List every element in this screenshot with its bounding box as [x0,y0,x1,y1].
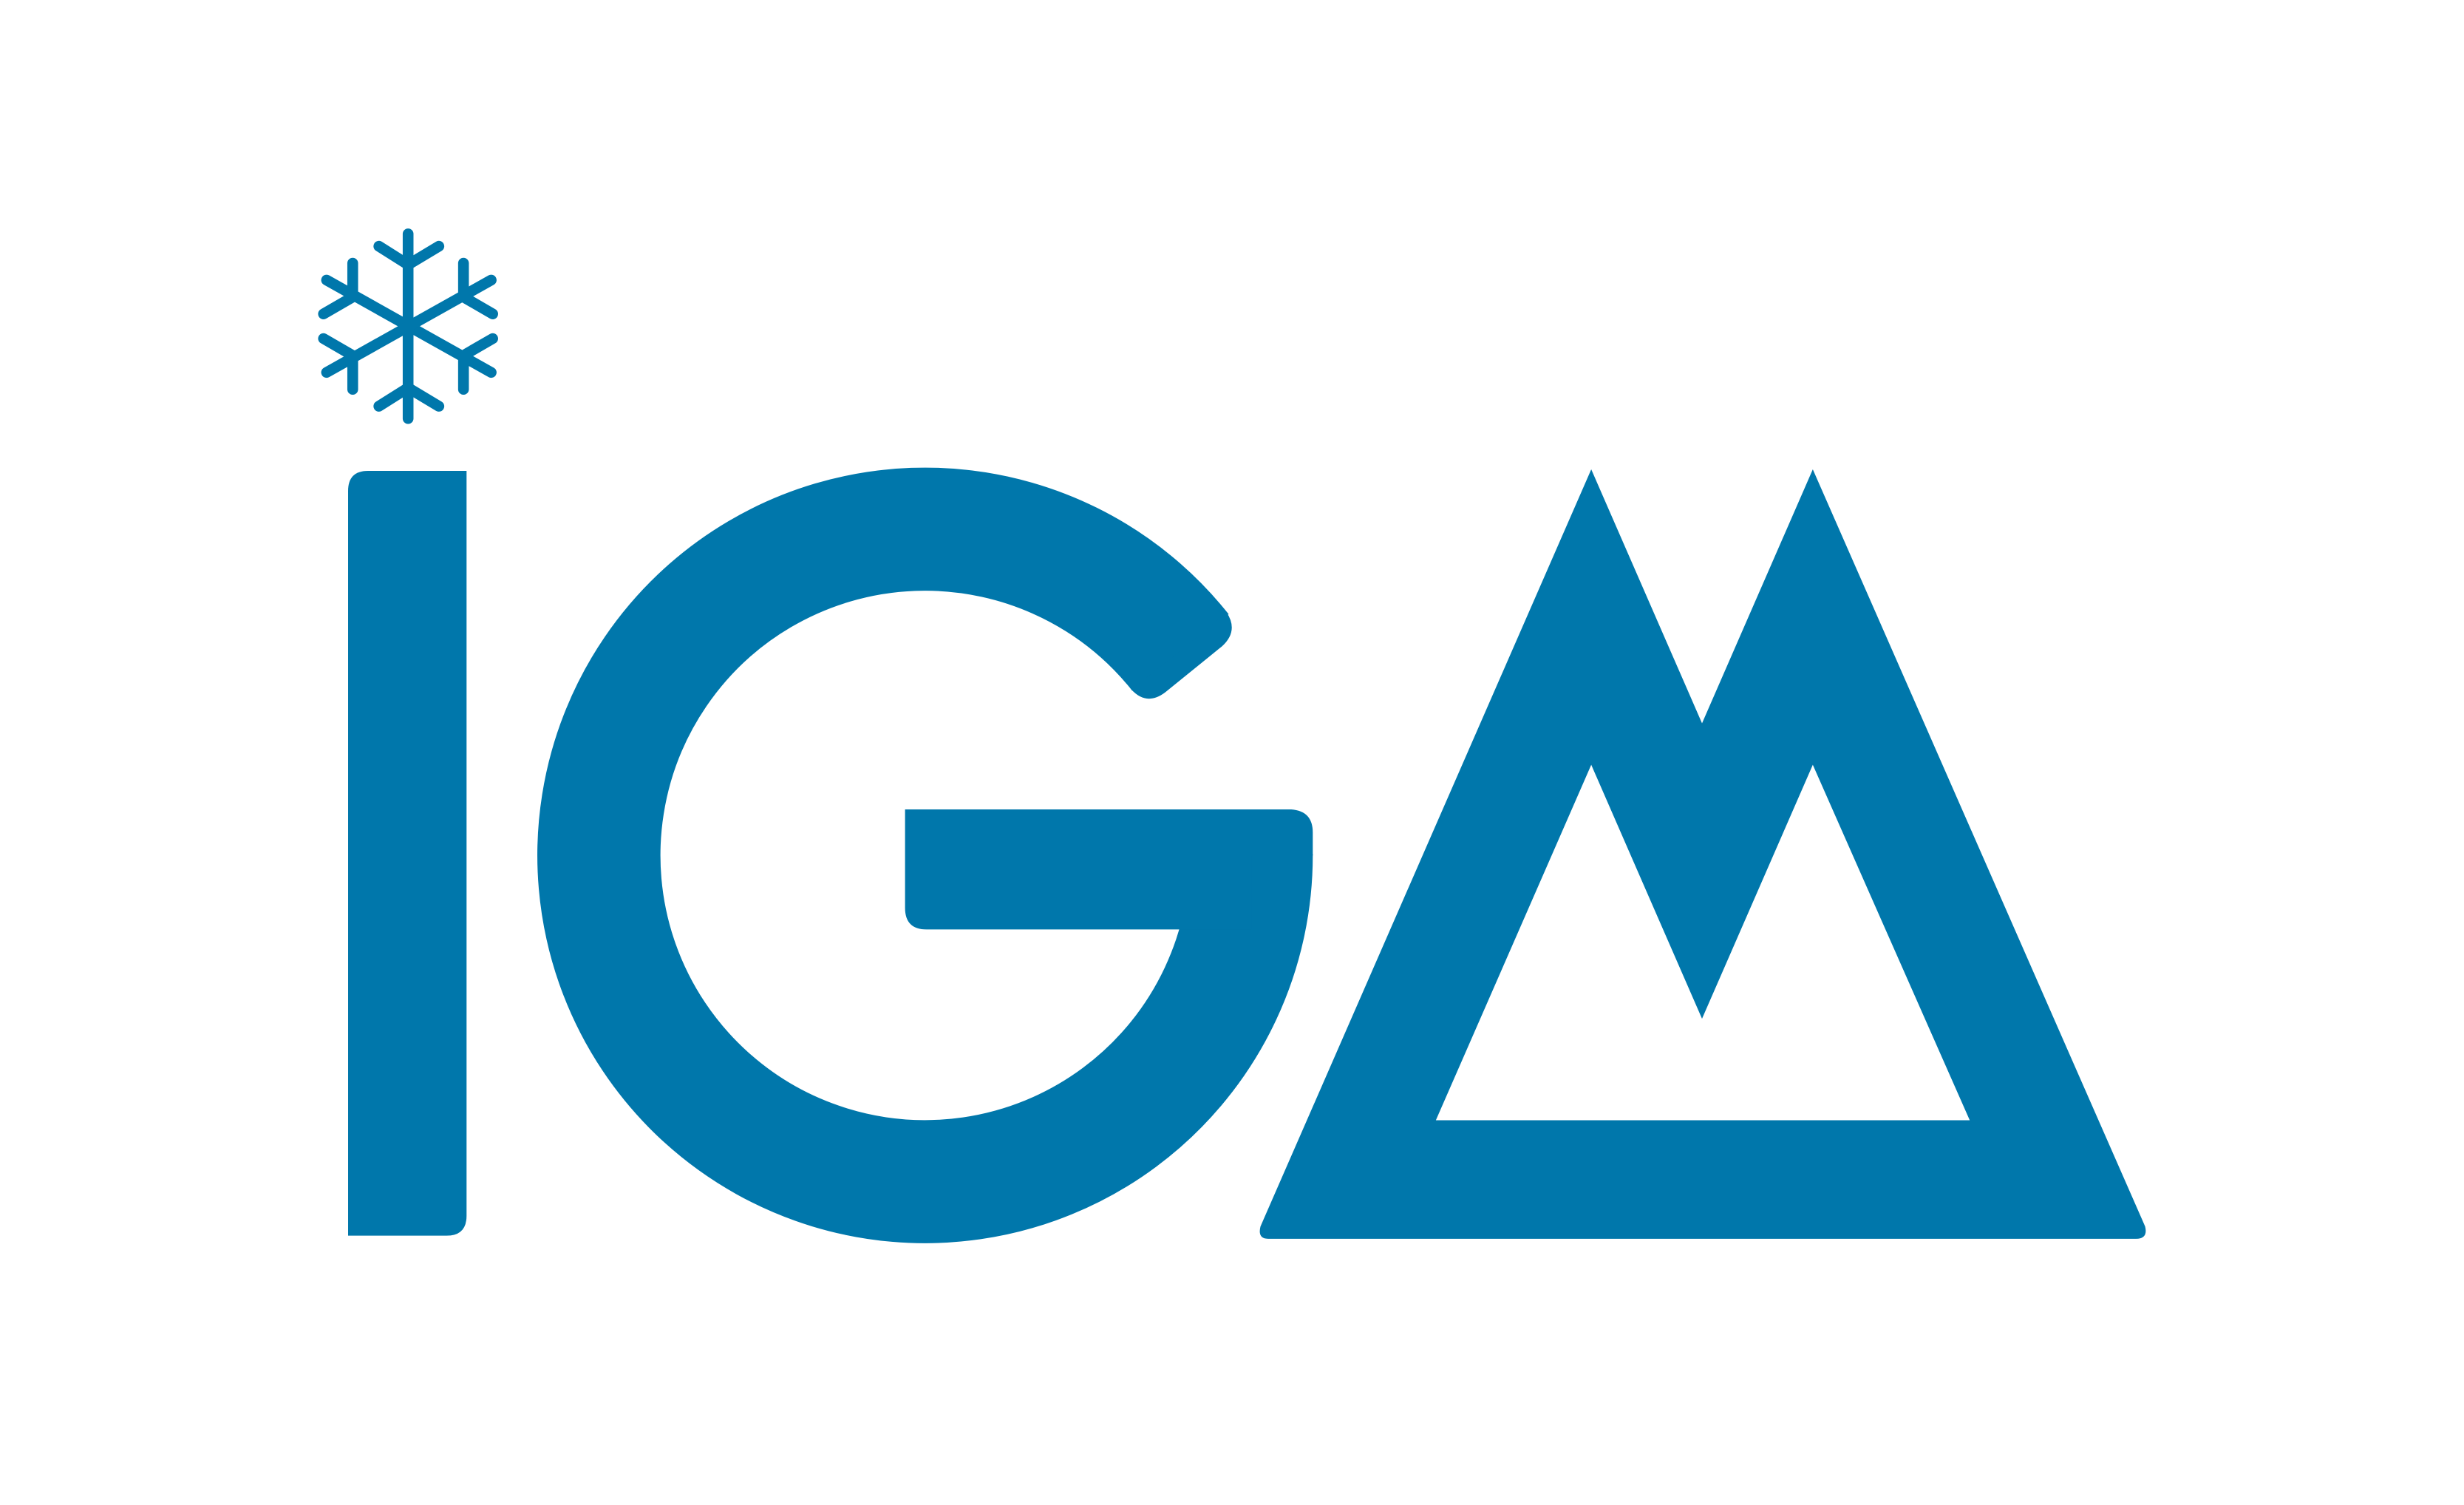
letter-g [537,467,1313,1243]
snowflake-icon [318,228,498,424]
letter-m-mountain [1259,469,2146,1239]
letter-i [348,471,467,1236]
